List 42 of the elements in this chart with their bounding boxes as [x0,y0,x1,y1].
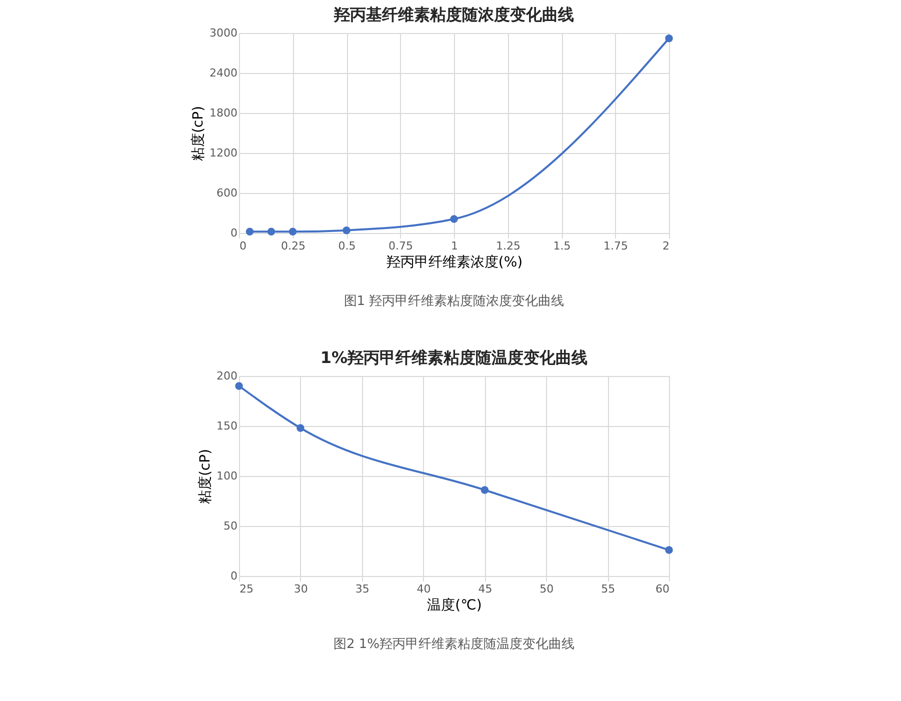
y-tick-label: 600 [216,186,238,200]
x-tick-label: 0.75 [388,240,413,252]
y-axis-title: 粘度(cP) [190,106,207,162]
point [288,228,297,236]
x-axis-title: 温度(℃) [427,598,482,614]
y-tick-label: 1200 [210,146,238,160]
x-tick-label: 30 [294,582,308,596]
y-tick-label: 0 [230,570,238,582]
y-tick-label: 150 [216,420,238,432]
point [665,34,673,42]
y-tick-label: 3000 [210,26,238,40]
x-tick-label: 1.25 [496,240,520,252]
x-axis-title: 羟丙甲纤维素浓度(%) [386,254,523,270]
x-tick-label: 60 [656,582,670,596]
x-tick-label: 25 [240,582,254,596]
x-tick-label: 1 [451,240,458,252]
y-tick-label: 0 [230,226,238,240]
x-tick-label: 50 [540,582,554,596]
y-tick-label: 50 [224,520,238,532]
y-tick-label: 1800 [210,106,238,120]
caption: 图2 1%羟丙甲纤维素粘度随温度变化曲线 [333,636,575,652]
chart-title: 羟丙基纤维素粘度随浓度变化曲线 [333,5,574,24]
y-tick-label: 100 [216,470,238,482]
x-tick-label: 0.25 [281,240,306,252]
x-tick-label: 40 [416,582,431,596]
x-tick-label: 0 [240,240,246,252]
point [450,215,458,223]
x-tick-label: 2 [662,240,670,252]
x-tick-label: 1.5 [553,240,571,252]
y-tick-label: 2400 [210,66,238,80]
caption: 图1 羟丙甲纤维素粘度随浓度变化曲线 [344,293,564,309]
point [342,226,350,234]
point [246,228,254,236]
x-tick-label: 45 [478,582,492,596]
x-tick-label: 55 [601,582,616,596]
x-tick-label: 0.5 [338,240,356,252]
y-tick-label: 200 [216,370,238,382]
point [267,228,276,236]
y-axis-title: 粘度(cP) [198,448,214,504]
chart-title: 1%羟丙甲纤维素粘度随温度变化曲线 [320,348,588,367]
x-tick-label: 35 [355,582,370,596]
x-tick-label: 1.75 [604,240,628,252]
